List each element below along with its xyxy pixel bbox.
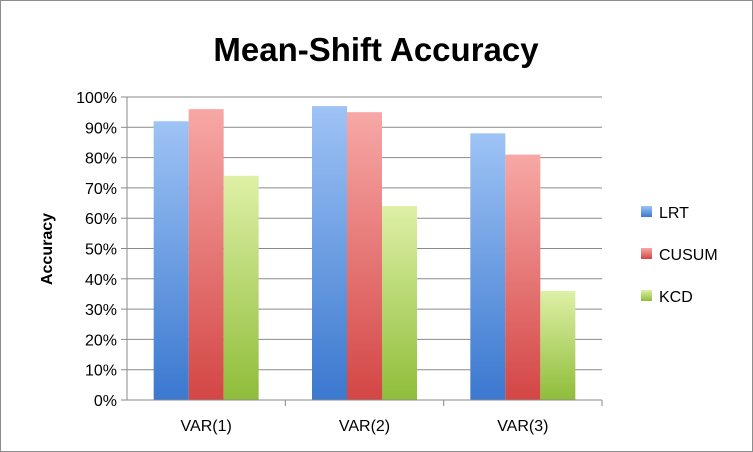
bar-kcd-var1 — [223, 175, 259, 400]
legend-swatch-lrt — [641, 206, 652, 217]
bar-lrt-var1 — [153, 121, 189, 401]
y-tick-label: 60% — [85, 211, 117, 228]
legend: LRT CUSUM KCD — [641, 205, 718, 306]
y-tick-label: 50% — [85, 242, 117, 259]
y-tick-label: 10% — [85, 363, 117, 380]
bar-lrt-var3 — [470, 133, 506, 401]
x-tick-label: VAR(1) — [181, 418, 232, 435]
bar-kcd-var3 — [540, 290, 576, 400]
bar-kcd-var2 — [382, 206, 417, 400]
y-tick-label: 70% — [85, 181, 117, 198]
bar-cusum-var3 — [505, 154, 541, 400]
y-tick-label: 100% — [76, 90, 117, 107]
y-tick-label: 80% — [85, 151, 117, 168]
legend-label-lrt: LRT — [659, 205, 689, 222]
y-tick-label: 0% — [94, 393, 117, 410]
x-tick-label: VAR(2) — [339, 418, 390, 435]
legend-label-cusum: CUSUM — [659, 247, 718, 264]
axes: 0% 10% 20% 30% 40% 50% 60% 70% 80% 90% 100% VAR(1) V… — [76, 90, 603, 435]
bar-cusum-var1 — [188, 109, 224, 401]
legend-swatch-cusum — [641, 248, 652, 259]
y-tick-label: 20% — [85, 332, 117, 349]
x-tick-label: VAR(3) — [497, 418, 548, 435]
bar-lrt-var2 — [312, 106, 347, 400]
y-axis-label: Accuracy — [39, 213, 56, 285]
y-tick-label: 40% — [85, 272, 117, 289]
chart-title: Mean-Shift Accuracy — [213, 31, 539, 68]
y-tick-label: 30% — [85, 302, 117, 319]
bar-cusum-var2 — [347, 112, 382, 401]
legend-swatch-kcd — [641, 290, 652, 301]
bars — [153, 106, 576, 401]
y-tick-label: 90% — [85, 120, 117, 137]
legend-label-kcd: KCD — [659, 289, 693, 306]
